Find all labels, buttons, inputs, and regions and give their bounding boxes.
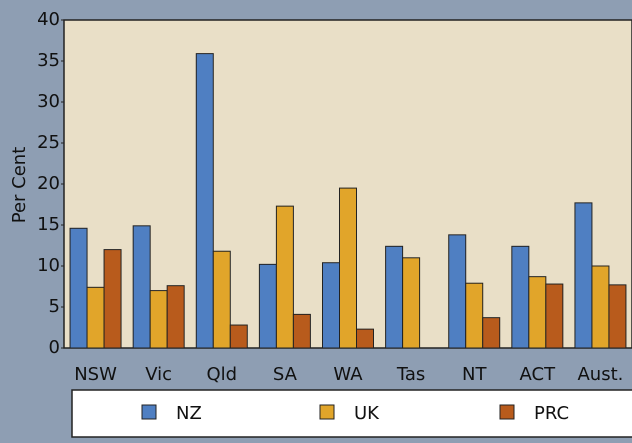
x-tick-label: NT (462, 364, 487, 385)
bar (528, 276, 547, 349)
legend-label: NZ (176, 403, 202, 424)
legend-swatch (499, 404, 515, 420)
x-tick-label: ACT (520, 364, 557, 385)
x-tick-label: Vic (145, 364, 172, 385)
bar (339, 187, 357, 349)
x-tick-label: SA (273, 364, 298, 385)
bar (608, 284, 627, 349)
legend-swatch (319, 404, 335, 420)
bar (195, 53, 214, 349)
legend-label: PRC (534, 403, 569, 424)
bar (166, 285, 185, 349)
bar (103, 249, 122, 349)
bar (482, 317, 501, 349)
y-tick-label: 35 (37, 50, 60, 71)
bar (212, 250, 231, 349)
bar (545, 283, 564, 349)
legend-swatch (141, 404, 157, 420)
bar (69, 227, 88, 349)
legend (71, 389, 632, 438)
bar (258, 263, 277, 349)
bar (448, 234, 467, 349)
bar (402, 257, 421, 349)
bar (322, 262, 340, 349)
legend-label: UK (354, 403, 380, 424)
x-tick-label: WA (333, 364, 363, 385)
bar (356, 328, 374, 349)
bar (275, 205, 294, 349)
bar (132, 225, 151, 349)
y-tick-label: 20 (37, 173, 60, 194)
x-tick-label: NSW (74, 364, 117, 385)
bar (86, 286, 105, 349)
bar (149, 290, 168, 349)
y-tick-label: 40 (37, 9, 60, 30)
bar (292, 313, 311, 349)
x-tick-label: Qld (206, 364, 237, 385)
bar (385, 245, 404, 349)
x-tick-label: Aust. (577, 364, 623, 385)
y-axis-label: Per Cent (9, 147, 30, 224)
y-tick-label: 5 (49, 296, 60, 317)
bar (229, 324, 248, 349)
y-tick-label: 25 (37, 132, 60, 153)
y-tick-label: 0 (49, 337, 60, 358)
y-tick-label: 10 (37, 255, 60, 276)
bar (465, 282, 484, 349)
bar (511, 245, 530, 349)
bar (574, 202, 593, 349)
y-tick-label: 30 (37, 91, 60, 112)
bar (591, 265, 610, 349)
x-tick-label: Tas (396, 364, 425, 385)
y-tick-label: 15 (37, 214, 60, 235)
